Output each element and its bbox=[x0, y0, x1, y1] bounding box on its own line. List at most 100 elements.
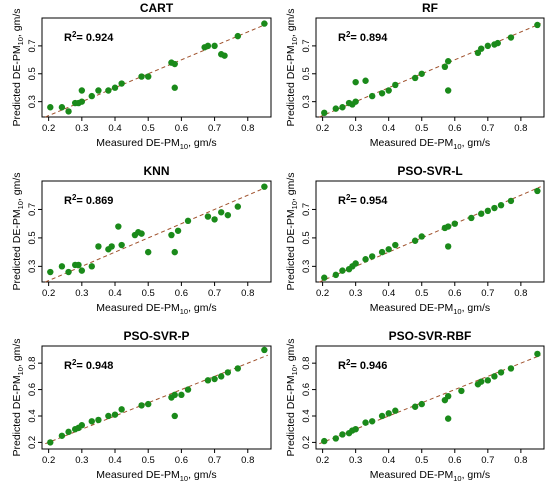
y-tick-label: 0.2 bbox=[301, 436, 312, 449]
r-squared-label: R2= 0.924 bbox=[64, 30, 114, 44]
data-point bbox=[478, 210, 485, 217]
x-tick-label: 0.8 bbox=[241, 288, 254, 299]
r-squared-exponent: 2 bbox=[346, 358, 351, 367]
panel-title: PSO-SVR-L bbox=[397, 164, 462, 178]
data-point bbox=[497, 369, 505, 376]
x-tick-label: 0.4 bbox=[382, 455, 395, 466]
data-point bbox=[444, 415, 452, 422]
data-point bbox=[168, 231, 175, 239]
data-point bbox=[184, 386, 192, 393]
x-tick-label: 0.5 bbox=[415, 123, 428, 134]
data-point bbox=[204, 42, 212, 50]
x-axis-label: Measured DE-PM10, gm/s bbox=[370, 137, 490, 151]
r-squared-symbol: R bbox=[64, 360, 72, 372]
data-point bbox=[451, 220, 458, 227]
data-point bbox=[95, 416, 102, 424]
data-point bbox=[211, 42, 218, 50]
y-axis-label-main: Predicted DE-PM bbox=[11, 45, 23, 126]
panel-title: PSO-SVR-RBF bbox=[389, 329, 472, 343]
x-tick-label: 0.2 bbox=[316, 288, 329, 299]
data-point bbox=[75, 261, 82, 269]
data-point bbox=[261, 183, 268, 190]
y-tick-label: 0.5 bbox=[27, 231, 38, 244]
data-point bbox=[494, 39, 501, 47]
r-squared-symbol: R bbox=[338, 195, 346, 207]
y-axis-label: Predicted DE-PM10, gm/s bbox=[285, 172, 299, 290]
data-point bbox=[78, 98, 86, 105]
y-axis-label-unit: , gm/s bbox=[285, 172, 297, 201]
r-squared-value: = 0.869 bbox=[76, 195, 113, 207]
x-tick-label: 0.5 bbox=[415, 455, 428, 466]
y-tick-label: 0.4 bbox=[27, 409, 38, 422]
data-point bbox=[171, 391, 178, 399]
x-tick-label: 0.7 bbox=[208, 288, 221, 299]
x-tick-label: 0.5 bbox=[415, 288, 428, 299]
y-axis-label-unit: , gm/s bbox=[285, 338, 297, 367]
y-tick-label: 0.3 bbox=[27, 260, 38, 273]
x-axis-label-unit: , gm/s bbox=[188, 469, 217, 481]
r-squared-exponent: 2 bbox=[346, 30, 351, 39]
x-axis-label: Measured DE-PM10, gm/s bbox=[370, 469, 490, 483]
x-axis-label: Measured DE-PM10, gm/s bbox=[96, 137, 216, 151]
data-point bbox=[47, 268, 54, 276]
data-point bbox=[444, 243, 452, 250]
y-axis-label-main: Predicted DE-PM bbox=[11, 375, 23, 456]
r-squared-symbol: R bbox=[64, 32, 72, 44]
y-tick-label: 0.6 bbox=[27, 383, 38, 396]
data-point bbox=[352, 260, 359, 267]
data-point bbox=[392, 81, 399, 89]
data-point bbox=[352, 98, 359, 105]
data-point bbox=[339, 431, 346, 438]
data-point bbox=[339, 267, 346, 274]
fit-line bbox=[45, 186, 268, 283]
data-point bbox=[115, 223, 122, 230]
y-axis-label-subscript: 10 bbox=[290, 201, 299, 209]
x-tick-label: 0.6 bbox=[175, 123, 188, 134]
x-tick-label: 0.4 bbox=[108, 455, 121, 466]
y-tick-label: 0.7 bbox=[301, 39, 312, 52]
x-tick-label: 0.7 bbox=[481, 288, 494, 299]
data-point bbox=[378, 90, 386, 97]
y-tick-label: 0.7 bbox=[301, 203, 312, 216]
data-point bbox=[138, 230, 145, 237]
x-tick-label: 0.8 bbox=[514, 288, 527, 299]
y-tick-label: 0.2 bbox=[27, 436, 38, 449]
x-axis-label-main: Measured DE-PM bbox=[370, 302, 453, 314]
data-point bbox=[78, 87, 86, 94]
x-tick-label: 0.8 bbox=[241, 123, 254, 134]
x-tick-label: 0.7 bbox=[481, 455, 494, 466]
plot-frame bbox=[41, 17, 272, 118]
data-point bbox=[261, 346, 268, 354]
y-axis-label-unit: , gm/s bbox=[11, 338, 23, 367]
data-point bbox=[385, 246, 392, 253]
panel-title: CART bbox=[140, 1, 174, 15]
data-point bbox=[78, 267, 86, 274]
y-tick-label: 0.7 bbox=[27, 203, 38, 216]
y-axis-label-subscript: 10 bbox=[290, 37, 299, 45]
data-point bbox=[224, 369, 232, 376]
y-axis-label-main: Predicted DE-PM bbox=[285, 375, 297, 456]
scatter-panel: PSO-SVR-RBF R2= 0.946 0.2 0.3 0.4 0.5 0.6 0.7 0.… bbox=[285, 329, 545, 483]
y-tick-label: 0.4 bbox=[301, 409, 312, 422]
data-point bbox=[478, 45, 485, 52]
y-axis-label: Predicted DE-PM10, gm/s bbox=[11, 8, 25, 126]
x-tick-label: 0.2 bbox=[42, 455, 55, 466]
y-axis-label-unit: , gm/s bbox=[11, 8, 23, 37]
y-tick-label: 0.3 bbox=[301, 95, 312, 108]
data-point bbox=[111, 411, 119, 418]
data-point bbox=[385, 410, 392, 417]
data-point bbox=[88, 418, 95, 425]
fit-line bbox=[319, 186, 541, 283]
data-point bbox=[145, 248, 152, 256]
data-point bbox=[441, 63, 449, 71]
x-axis-label-subscript: 10 bbox=[453, 307, 461, 316]
y-axis-label-main: Predicted DE-PM bbox=[285, 45, 297, 126]
x-axis-label-subscript: 10 bbox=[180, 307, 188, 316]
x-tick-label: 0.4 bbox=[382, 288, 395, 299]
x-tick-label: 0.8 bbox=[514, 455, 527, 466]
fit-line bbox=[319, 354, 541, 445]
data-point bbox=[534, 187, 541, 195]
data-point bbox=[95, 87, 102, 94]
data-point bbox=[507, 34, 515, 41]
r-squared-label: R2= 0.954 bbox=[338, 193, 388, 207]
